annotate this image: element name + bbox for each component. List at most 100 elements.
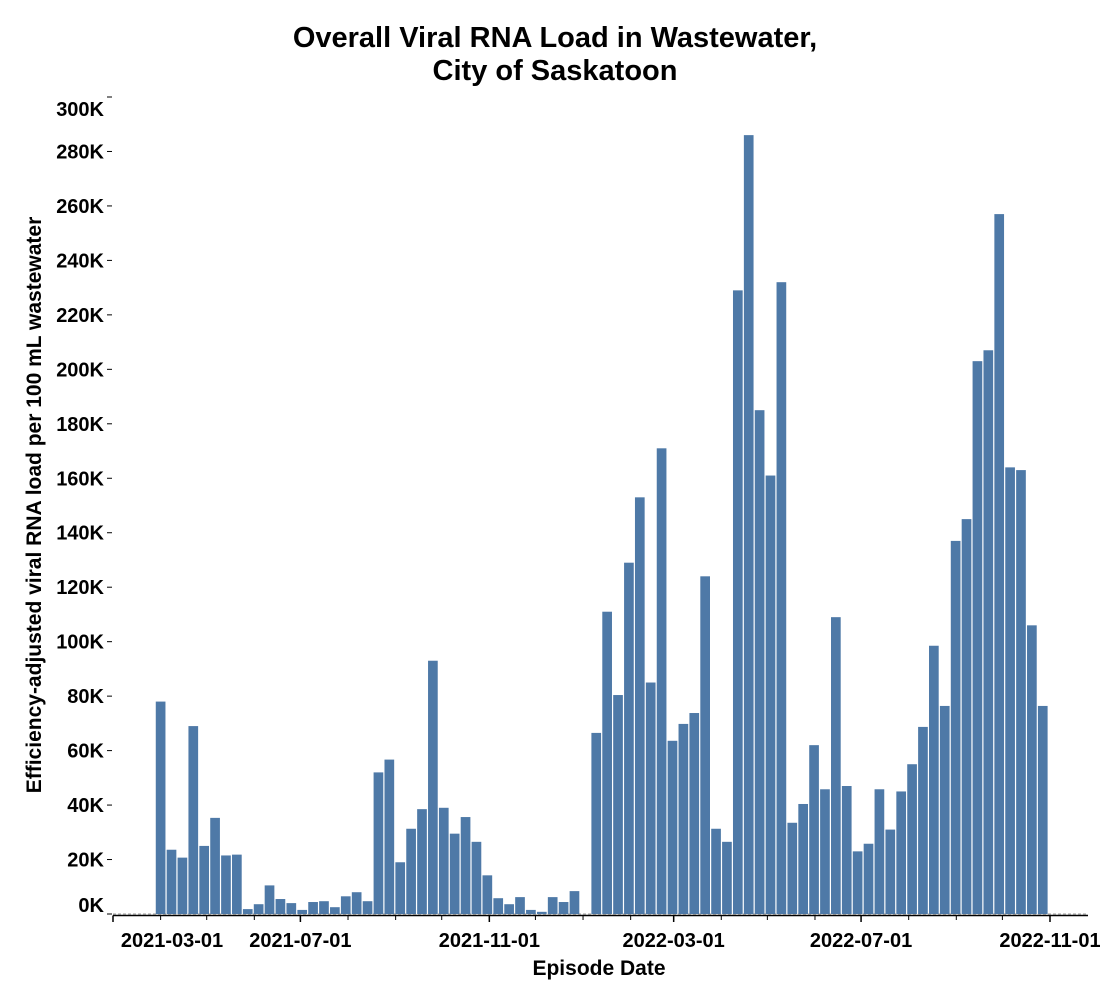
bar	[732, 290, 743, 914]
bar	[384, 759, 395, 914]
y-tick-label: 240K	[56, 250, 104, 272]
bar	[340, 896, 351, 914]
bar	[1037, 705, 1048, 914]
bar	[210, 817, 220, 914]
bar	[929, 645, 939, 914]
bar	[591, 732, 602, 914]
y-tick-label: 120K	[56, 577, 104, 599]
bar	[264, 885, 275, 914]
y-tick-label: 80K	[67, 686, 104, 708]
bar	[754, 410, 765, 914]
bar	[918, 726, 928, 914]
bar	[221, 855, 231, 914]
bar	[351, 892, 362, 914]
x-axis-title: Episode Date	[532, 957, 665, 980]
x-tick-label: 2022-03-01	[623, 930, 725, 952]
y-tick-label: 280K	[56, 141, 104, 163]
bar	[275, 899, 286, 914]
bar	[406, 828, 416, 914]
y-tick-label: 140K	[56, 523, 104, 545]
chart-title-line-1: Overall Viral RNA Load in Wastewater,	[293, 22, 817, 54]
bar	[504, 904, 514, 914]
bar	[373, 772, 384, 914]
x-tick-label: 2021-07-01	[249, 930, 351, 952]
bar	[972, 361, 983, 914]
y-tick-label: 40K	[67, 795, 104, 817]
bar	[820, 789, 830, 914]
bar	[558, 902, 569, 914]
bar	[166, 849, 177, 914]
bar	[634, 497, 645, 914]
bar	[896, 791, 907, 914]
bar	[907, 764, 917, 914]
y-tick-label: 300K	[56, 99, 104, 121]
bar	[547, 897, 558, 914]
bar	[526, 909, 536, 914]
y-axis-title: Efficiency-adjusted viral RNA load per 1…	[23, 217, 46, 794]
y-tick-label: 260K	[56, 196, 104, 218]
bar	[831, 617, 841, 914]
bar	[787, 822, 798, 914]
x-tick-label: 2021-11-01	[439, 930, 540, 952]
bar	[624, 562, 634, 914]
y-tick-label: 100K	[56, 632, 104, 654]
bar	[536, 911, 547, 914]
bar	[863, 843, 874, 914]
chart-title-line-2: City of Saskatoon	[433, 55, 678, 87]
bar	[330, 907, 340, 914]
bar	[798, 803, 809, 914]
bar	[765, 475, 776, 914]
bar	[308, 902, 318, 914]
bar	[188, 726, 199, 914]
bar	[242, 909, 253, 914]
bar	[667, 740, 678, 914]
bar	[428, 660, 438, 914]
bar	[460, 817, 471, 914]
bar	[809, 745, 819, 914]
y-tick-label: 20K	[67, 850, 104, 872]
bar	[297, 909, 308, 914]
bar	[362, 901, 373, 914]
bar	[493, 898, 504, 914]
bar	[286, 903, 297, 914]
bar	[950, 540, 961, 914]
bar	[852, 851, 863, 914]
bar	[569, 891, 580, 914]
bar	[515, 897, 525, 914]
bar	[449, 833, 460, 914]
bar	[983, 350, 994, 914]
x-tick-label: 2022-07-01	[810, 930, 912, 952]
y-tick-label: 0K	[78, 895, 104, 917]
x-tick-label: 2021-03-01	[121, 930, 223, 952]
bar	[232, 854, 242, 914]
bar	[700, 576, 710, 914]
bar	[961, 519, 972, 914]
bar	[155, 701, 166, 914]
bar	[743, 135, 754, 914]
y-tick-label: 220K	[56, 305, 104, 327]
bar	[253, 904, 264, 914]
bar	[602, 611, 612, 914]
bar	[438, 807, 449, 914]
bar	[711, 828, 721, 914]
bar	[177, 857, 188, 914]
bar	[319, 901, 329, 914]
bar	[645, 682, 656, 914]
bar	[776, 282, 787, 914]
bar	[1016, 470, 1026, 914]
bar	[656, 448, 667, 914]
bar	[939, 705, 950, 914]
bar	[841, 786, 852, 914]
bar	[1027, 625, 1037, 914]
y-tick-label: 180K	[56, 414, 104, 436]
bar	[885, 829, 896, 914]
y-tick-label: 60K	[67, 741, 104, 763]
y-tick-label: 200K	[56, 359, 104, 381]
bar	[482, 875, 493, 914]
bar	[689, 713, 700, 914]
y-tick-label: 160K	[56, 468, 104, 490]
bar	[471, 841, 482, 914]
x-tick-label: 2022-11-01	[999, 930, 1100, 952]
bar	[1005, 467, 1015, 914]
